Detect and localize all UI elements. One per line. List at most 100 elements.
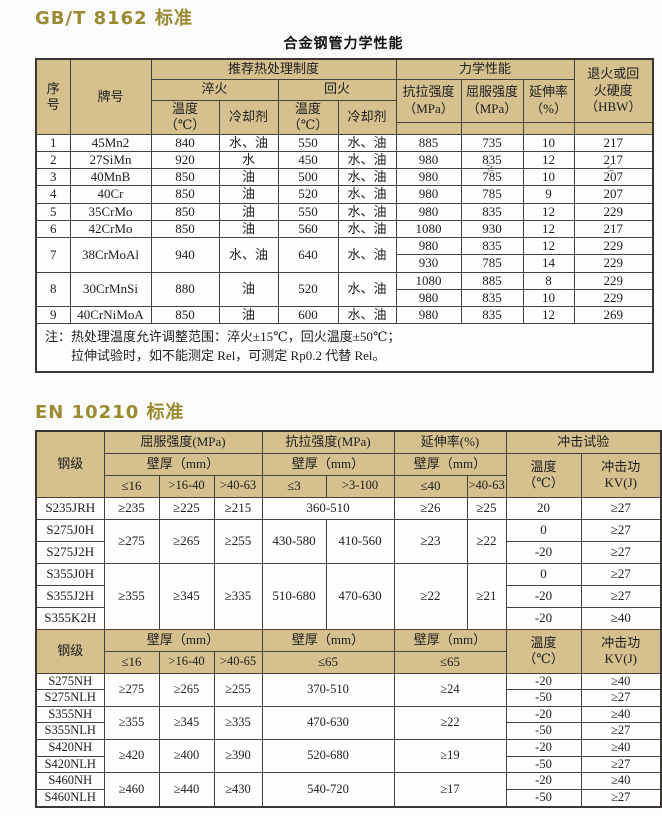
cell-hardness: ≤ 207 bbox=[573, 159, 654, 187]
th-temper: 回火 bbox=[277, 78, 397, 101]
cell-seq: 2 bbox=[35, 150, 71, 170]
cell-seq: 8 bbox=[35, 271, 71, 307]
cell-quench-temp: 850 bbox=[150, 185, 220, 204]
cell-temp: 0 bbox=[505, 562, 582, 586]
cell-temp: -50 bbox=[505, 722, 582, 740]
cell-grade: S275NH bbox=[35, 672, 105, 691]
cell-temp: -20 bbox=[505, 584, 582, 608]
th-range-le3: ≤3 bbox=[261, 474, 327, 498]
cell-quench-temp: 850 bbox=[150, 305, 220, 325]
cell-yield-3: ≥390 bbox=[213, 738, 263, 774]
cell-tensile-range: 470-630 bbox=[325, 562, 395, 630]
cell-grade: 40Cr bbox=[69, 185, 152, 204]
th-grade: 钢级 bbox=[35, 430, 105, 498]
cell-yield-3: ≥430 bbox=[213, 772, 263, 807]
cell-grade: S355NLH bbox=[35, 722, 105, 740]
cell-kv: ≥40 bbox=[580, 606, 662, 630]
th-empty bbox=[460, 121, 524, 135]
cell-elong-1: ≥22 bbox=[393, 562, 468, 630]
cell-temp: -50 bbox=[505, 755, 582, 774]
th-tensile-section: 抗拉强度(MPa) bbox=[261, 430, 395, 454]
cell-seq: 5 bbox=[35, 202, 71, 221]
cell-kv: ≥27 bbox=[580, 562, 662, 586]
cell-yield-1: ≥275 bbox=[103, 518, 160, 564]
table-note: 注：热处理温度允许调整范围：淬火±15℃，回火温度±50℃； 拉伸试验时，如不能… bbox=[35, 323, 654, 373]
cell-grade: S275NLH bbox=[35, 689, 105, 707]
th-wall-thickness: 壁厚（mm） bbox=[261, 628, 395, 652]
cell-elong: 12 bbox=[522, 219, 575, 239]
en-table: 钢级 屈服强度(MPa) 抗拉强度(MPa) 延伸率(%) 冲击试验 壁厚（mm… bbox=[35, 430, 662, 808]
cell-elong: 10 bbox=[522, 167, 575, 187]
th-range-3-100: >3-100 bbox=[325, 474, 395, 498]
cell-elong: 10 bbox=[522, 133, 575, 152]
cell-tensile-range: 410-560 bbox=[325, 518, 395, 564]
cell-tensile: 980 bbox=[395, 167, 462, 187]
cell-kv: ≥27 bbox=[580, 755, 662, 774]
cell-tensile: 980 bbox=[395, 305, 462, 325]
th-grade: 钢级 bbox=[35, 628, 105, 674]
cell-tensile: 1080 bbox=[395, 271, 462, 290]
table-row: S460NLH -50 ≥27 bbox=[35, 788, 662, 808]
cell-hardness: 229 bbox=[573, 271, 654, 290]
table-row: S355NH ≥355 ≥345 ≥335 470-630 ≥22 -20 ≥4… bbox=[35, 705, 662, 741]
cell-grade: S235JRH bbox=[35, 496, 105, 520]
cell-temp: -20 bbox=[505, 739, 582, 757]
cell-yield-1: ≥355 bbox=[103, 562, 160, 630]
cell-temper-coolant: 水、油 bbox=[337, 219, 397, 239]
cell-kv: ≥40 bbox=[580, 672, 662, 691]
cell-yield-3: ≥335 bbox=[213, 705, 263, 741]
cell-elong: 8 bbox=[522, 271, 575, 290]
cell-yield: 835 bbox=[460, 202, 524, 221]
table-subrow: 980 835 10 229 bbox=[36, 288, 654, 308]
cell-temper-coolant: 水、油 bbox=[337, 237, 397, 273]
th-empty bbox=[395, 121, 462, 135]
cell-tensile-range: 540-720 bbox=[261, 772, 395, 807]
cell-kv: ≥40 bbox=[580, 739, 662, 757]
cell-seq: 3 bbox=[35, 167, 71, 187]
gbt-standard-title: GB/T 8162 标准 bbox=[35, 8, 193, 29]
table-row: S275NLH -50 ≥27 bbox=[35, 689, 662, 707]
note-line: 注：热处理温度允许调整范围：淬火±15℃，回火温度±50℃； bbox=[45, 329, 401, 345]
cell-seq: 6 bbox=[35, 219, 71, 239]
gbt-table: 序 号 牌号 推荐热处理制度 力学性能 退火或回 火硬度 （HBW） 淬火 回火… bbox=[35, 58, 655, 374]
cell-yield: 785 bbox=[460, 254, 524, 273]
th-wall-thickness: 壁厚（mm） bbox=[393, 452, 507, 476]
cell-seq: 4 bbox=[35, 185, 71, 204]
cell-temp: -20 bbox=[505, 705, 582, 724]
cell-grade: 45Mn2 bbox=[69, 133, 152, 152]
th-range-40-63: >40-63 bbox=[466, 474, 507, 498]
cell-quench-coolant: 水、油 bbox=[218, 237, 279, 273]
note-line: 拉伸试验时，如不能测定 Rel，可测定 Rp0.2 代替 Rel。 bbox=[71, 348, 386, 364]
th-temp: 温度 （℃） bbox=[505, 452, 582, 498]
th-range-40-63: >40-63 bbox=[213, 474, 263, 498]
table-row: 6 42CrMo 850 油 560 水、油 1080 930 12 217 bbox=[35, 219, 654, 239]
cell-kv: ≥40 bbox=[580, 705, 662, 724]
cell-temper-coolant: 水、油 bbox=[337, 150, 397, 170]
cell-quench-coolant: 水、油 bbox=[218, 133, 279, 152]
cell-tensile: 980 bbox=[395, 288, 462, 308]
cell-seq: 7 bbox=[35, 237, 71, 273]
cell-hardness: 229 bbox=[573, 202, 654, 221]
th-range-16-40: >16-40 bbox=[158, 474, 215, 498]
cell-hardness: 229 bbox=[573, 236, 654, 256]
cell-yield-1: ≥235 bbox=[103, 496, 160, 520]
cell-kv: ≥27 bbox=[580, 496, 662, 520]
cell-grade: 38CrMoAl bbox=[69, 237, 152, 273]
th-quench: 淬火 bbox=[150, 78, 279, 101]
th-range-le65: ≤65 bbox=[393, 650, 507, 674]
th-wall-thickness: 壁厚（mm） bbox=[103, 628, 263, 652]
cell-kv: ≥27 bbox=[580, 540, 662, 564]
th-tensile: 抗拉强度 （MPa） bbox=[395, 78, 462, 123]
table-row: S275J0H ≥275 ≥265 ≥255 430-580 410-560 ≥… bbox=[35, 518, 662, 564]
th-quench-coolant: 冷却剂 bbox=[218, 99, 279, 135]
cell-elong: ≥17 bbox=[393, 772, 507, 807]
cell-temper-temp: 450 bbox=[277, 150, 339, 170]
th-range-40-65: >40-65 bbox=[213, 650, 263, 674]
cell-temper-temp: 560 bbox=[277, 219, 339, 239]
cell-elong-1: ≥23 bbox=[393, 518, 468, 564]
cell-seq: 9 bbox=[35, 305, 71, 325]
cell-yield-1: ≥275 bbox=[103, 672, 160, 707]
cell-quench-coolant: 油 bbox=[218, 185, 279, 204]
cell-temper-coolant: 水、油 bbox=[337, 133, 397, 152]
cell-yield: 835 bbox=[460, 150, 524, 170]
